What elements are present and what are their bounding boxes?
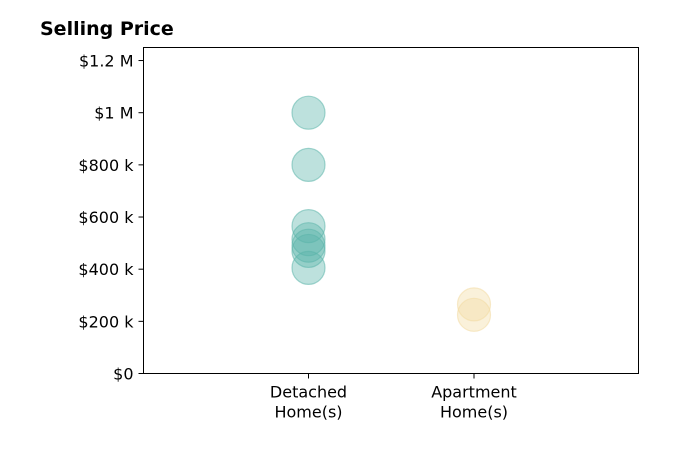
data-point: [456, 287, 492, 322]
y-tick-label: $0: [113, 365, 133, 384]
x-tick-label: Apartment: [431, 383, 517, 402]
y-axis: $0 $200 k $400 k $600 k $800 k $1 M $1.2 M: [78, 52, 144, 384]
data-point: [456, 297, 492, 332]
y-tick-label: $400 k: [78, 260, 134, 279]
data-point: [291, 250, 326, 285]
y-tick-label: $200 k: [78, 312, 134, 331]
x-tick-label: Home(s): [274, 403, 342, 422]
y-tick-label: $600 k: [78, 208, 134, 227]
data-point: [291, 95, 326, 130]
data-point: [291, 147, 326, 182]
data-points: [291, 95, 492, 332]
x-tick-label: Home(s): [440, 403, 508, 422]
y-tick-label: $1 M: [94, 104, 133, 123]
x-tick-label: Detached: [270, 383, 347, 402]
data-point: [291, 209, 326, 244]
y-tick-label: $1.2 M: [79, 52, 134, 71]
plot-frame: [143, 47, 639, 374]
chart-title: Selling Price: [40, 18, 174, 40]
y-tick-label: $800 k: [78, 156, 134, 175]
